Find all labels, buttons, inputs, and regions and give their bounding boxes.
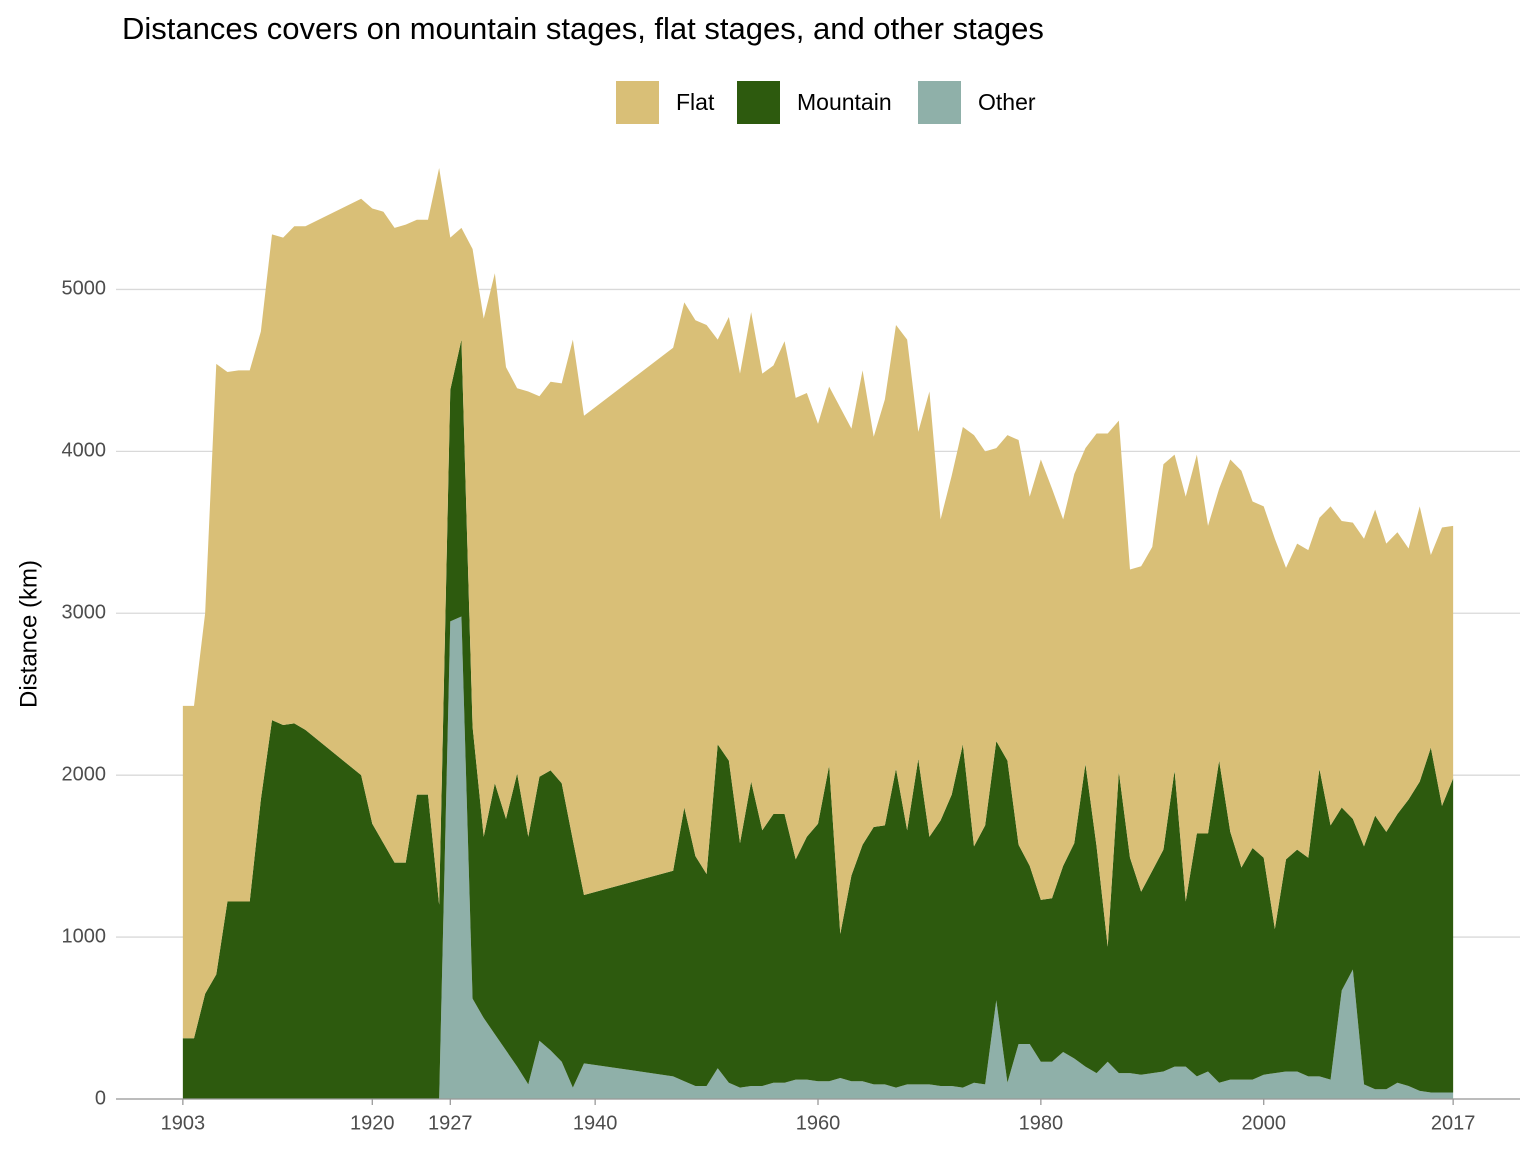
- y-tick-label: 3000: [62, 602, 107, 624]
- area: [182, 339, 1454, 1100]
- area: [182, 168, 1454, 1039]
- legend-key: [737, 81, 780, 124]
- x-tick-label: 1960: [796, 1112, 841, 1134]
- legend-key: [918, 81, 961, 124]
- legend-label: Mountain: [797, 89, 892, 115]
- legend-label: Flat: [676, 89, 715, 115]
- y-tick-label: 1000: [62, 925, 107, 947]
- x-tick-label: 2017: [1431, 1112, 1476, 1134]
- chart-title: Distances covers on mountain stages, fla…: [122, 11, 1044, 46]
- x-tick-label: 1927: [428, 1112, 473, 1134]
- x-tick-label: 2000: [1241, 1112, 1286, 1134]
- y-tick-label: 0: [95, 1087, 106, 1109]
- y-tick-label: 4000: [62, 440, 107, 462]
- legend-label: Other: [978, 89, 1036, 115]
- y-axis-label: Distance (km): [15, 560, 42, 708]
- x-tick-label: 1920: [350, 1112, 395, 1134]
- legend-key: [616, 81, 659, 124]
- y-tick-label: 2000: [62, 763, 107, 785]
- x-tick-label: 1903: [161, 1112, 206, 1134]
- x-tick-label: 1980: [1019, 1112, 1064, 1134]
- y-tick-label: 5000: [62, 278, 107, 300]
- x-tick-label: 1940: [573, 1112, 618, 1134]
